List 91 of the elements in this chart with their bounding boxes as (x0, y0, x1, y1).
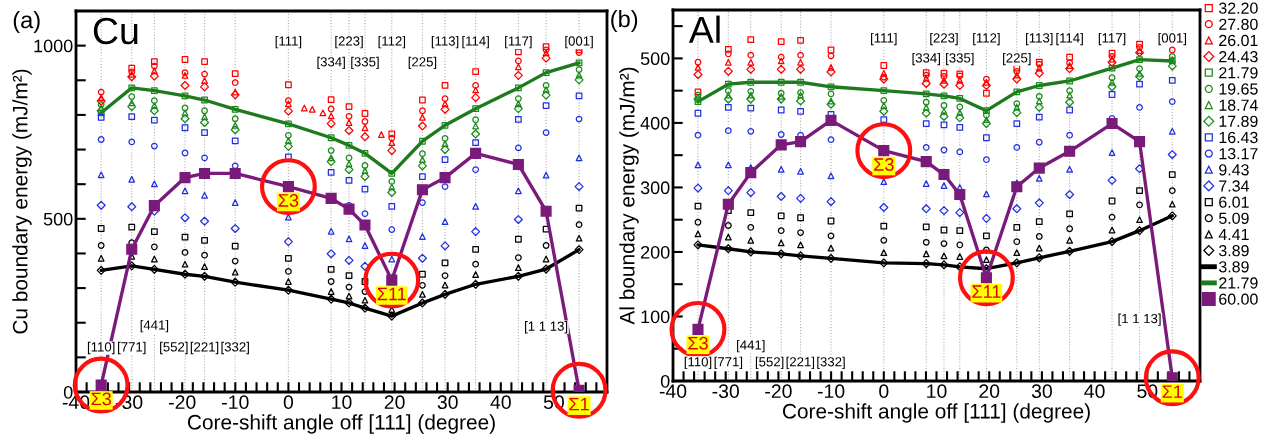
annotation: [334] (912, 52, 940, 66)
annotation: [225] (408, 56, 437, 70)
x-tick-label: 30 (1031, 384, 1052, 399)
annotation: [111] (275, 36, 302, 49)
annotation: [110] (87, 341, 115, 355)
data-label: Σ11 (972, 285, 1001, 298)
y-tick-label: 400 (640, 116, 670, 130)
chart-title: Cu (93, 17, 138, 45)
legend-label: 60.00 (1219, 293, 1258, 305)
annotation: [113] (1026, 32, 1053, 46)
legend-label: 3.89 (1218, 261, 1249, 273)
annotation: [332] (817, 356, 845, 370)
annotation: [223] (335, 36, 363, 49)
y-tick-label: 500 (640, 52, 670, 66)
x-tick-label: 10 (927, 384, 947, 399)
annotation: [552] (160, 341, 188, 355)
data-label: Σ3 (91, 392, 111, 406)
annotation: [771] (714, 356, 743, 370)
annotation: [221] (786, 356, 815, 370)
legend-label: 21.79 (1219, 67, 1258, 79)
x-tick-label: 0 (283, 395, 294, 410)
annotation: [441] (737, 340, 765, 353)
y-tick-label: 100 (641, 310, 670, 324)
annotation: [334] (317, 56, 345, 70)
legend-label: 13.17 (1219, 147, 1258, 160)
x-tick-label: -20 (765, 384, 792, 399)
annotation: [111] (871, 32, 897, 46)
x-tick-label: -20 (169, 395, 196, 410)
annotation: [117] (1098, 32, 1126, 46)
data-label: Σ1 (569, 397, 589, 411)
annotation: [335] (946, 52, 974, 66)
text: (b) (611, 10, 638, 32)
legend-label: 21.79 (1219, 277, 1258, 289)
annotation: [335] (351, 56, 379, 70)
annotation: [001] (565, 36, 593, 49)
annotation: [552] (755, 356, 784, 370)
legend-label: 3.89 (1218, 244, 1249, 257)
y-tick-label: 1000 (34, 39, 73, 53)
x-tick-label: 40 (1084, 384, 1105, 399)
annotation: [221] (190, 341, 219, 355)
x-axis-title: Core-shift angle off [111] (degree) (187, 414, 495, 434)
annotation: [113] (431, 36, 459, 49)
x-axis-title: Core-shift angle off [111] (degree) (782, 403, 1090, 423)
legend-label: 26.01 (1219, 34, 1258, 47)
x-tick-label: 40 (490, 395, 511, 410)
data-label: Σ3 (874, 158, 894, 171)
annotation: [112] (378, 36, 406, 49)
annotation: [771] (118, 341, 146, 355)
legend-label: 24.43 (1219, 50, 1258, 63)
legend-label: 5.09 (1219, 212, 1249, 224)
data-label: Σ3 (688, 336, 708, 350)
data-label: Σ3 (278, 194, 299, 207)
legend-label: 19.65 (1219, 83, 1258, 95)
annotation: [223] (930, 32, 958, 46)
annotation: [441] (140, 320, 169, 333)
annotation: [110] (684, 356, 712, 370)
annotation: [117] (505, 36, 532, 49)
annotation: [225] (1003, 52, 1031, 66)
annotation: [114] (1056, 32, 1083, 46)
y-tick-label: 500 (43, 212, 73, 226)
annotation: [332] (221, 341, 249, 355)
annotation: [001] (1158, 32, 1187, 46)
x-tick-label: 0 (879, 384, 889, 399)
legend-label: 17.89 (1219, 115, 1258, 127)
x-tick-label: 20 (979, 384, 1000, 399)
x-tick-label: -10 (222, 395, 249, 410)
x-tick-label: 10 (332, 395, 352, 410)
data-label: Σ11 (377, 287, 406, 301)
legend-label: 27.80 (1219, 18, 1258, 30)
annotation: [112] (973, 32, 1000, 46)
legend-label: 9.43 (1219, 164, 1249, 176)
annotation: [114] (462, 36, 489, 49)
x-tick-label: 30 (437, 395, 458, 410)
legend-label: 4.41 (1218, 228, 1249, 240)
legend-label: 7.34 (1219, 180, 1249, 192)
y-axis-title: Al boundary energy (mJ/m²) (619, 67, 639, 325)
y-tick-label: 300 (640, 181, 670, 195)
x-tick-label: -10 (817, 384, 845, 399)
text: (a) (13, 11, 40, 33)
x-tick-label: 20 (384, 395, 405, 410)
chart-title: Al (688, 15, 720, 43)
legend-label: 18.74 (1219, 99, 1258, 111)
x-tick-label: -30 (712, 384, 739, 399)
legend-label: 6.01 (1219, 196, 1249, 208)
legend-label: 16.43 (1219, 131, 1258, 144)
y-axis-title: Cu boundary energy (mJ/m²) (12, 69, 32, 334)
legend-label: 32.20 (1218, 2, 1258, 14)
data-label: Σ1 (1162, 385, 1182, 398)
annotation: [1 1 13] (525, 321, 568, 334)
annotation: [1 1 13] (1118, 313, 1161, 326)
y-tick-label: 200 (641, 245, 670, 259)
